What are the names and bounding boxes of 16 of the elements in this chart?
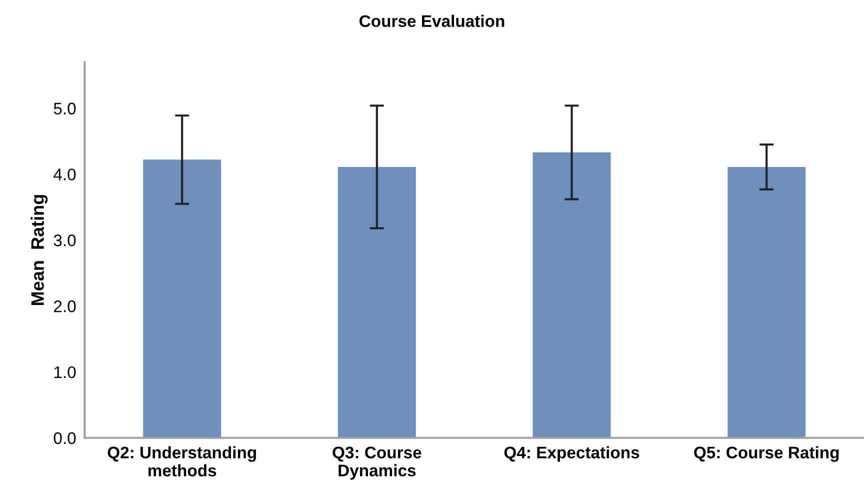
bar: [532, 152, 611, 438]
x-tick-label: Q2: Understanding methods: [108, 446, 256, 476]
x-tick-label: Q3: Course Dynamics: [332, 446, 422, 480]
y-tick-label: 0.0: [54, 432, 76, 444]
bar: [143, 160, 222, 438]
y-tick-label: 4.0: [54, 168, 76, 180]
y-tick-label: 5.0: [54, 102, 76, 114]
y-tick-label: 3.0: [54, 234, 76, 246]
y-tick-label: 2.0: [54, 300, 76, 312]
bar: [728, 166, 806, 438]
chart-title: Course Evaluation: [360, 14, 504, 28]
bar: [338, 166, 416, 438]
x-tick-label: Q4: Expectations: [504, 446, 640, 462]
y-tick-label: 1.0: [54, 366, 76, 378]
y-axis-title: Mean Rating: [30, 195, 48, 305]
x-tick-label: Q5: Course Rating: [694, 446, 839, 462]
